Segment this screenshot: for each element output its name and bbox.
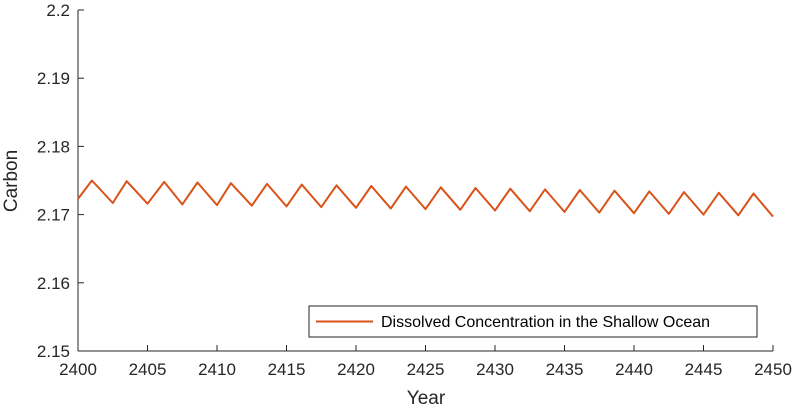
legend: Dissolved Concentration in the Shallow O… — [308, 305, 758, 338]
y-axis-label: Carbon — [1, 150, 22, 212]
axes — [77, 10, 773, 352]
x-tick-label: 2445 — [685, 360, 723, 379]
y-tick-label: 2.19 — [37, 69, 70, 88]
series-line — [77, 179, 774, 218]
x-ticks: 2400 2405 2410 2415 2420 2425 2430 2435 2440 2445… — [59, 345, 792, 379]
y-ticks: 2.15 2.16 2.17 2.18 2.19 2.2 — [37, 1, 84, 361]
x-tick-label: 2435 — [546, 360, 584, 379]
x-tick-label: 2420 — [337, 360, 375, 379]
x-tick-label: 2405 — [129, 360, 167, 379]
x-tick-label: 2425 — [407, 360, 445, 379]
x-tick-label: 2430 — [476, 360, 514, 379]
y-tick-label: 2.18 — [37, 137, 70, 156]
y-tick-label: 2.17 — [37, 206, 70, 225]
y-tick-label: 2.2 — [46, 1, 70, 20]
series-group — [77, 179, 774, 218]
legend-box — [308, 305, 758, 338]
x-tick-label: 2410 — [198, 360, 236, 379]
x-axis-label: Year — [407, 388, 446, 407]
y-tick-label: 2.16 — [37, 274, 70, 293]
x-tick-label: 2450 — [754, 360, 792, 379]
x-tick-label: 2440 — [615, 360, 653, 379]
x-tick-label: 2400 — [59, 360, 97, 379]
y-tick-label: 2.15 — [37, 342, 70, 361]
legend-series-label: Dissolved Concentration in the Shallow O… — [381, 314, 710, 331]
x-tick-label: 2415 — [268, 360, 306, 379]
